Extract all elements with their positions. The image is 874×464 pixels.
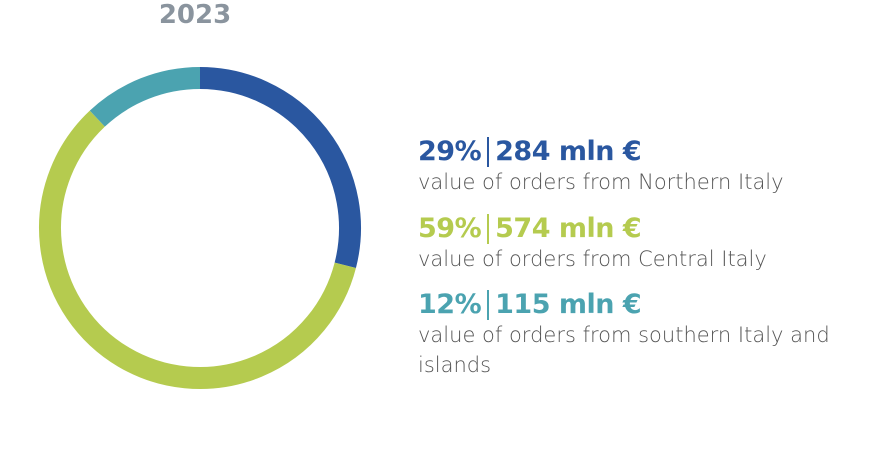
donut-segment <box>199 67 361 269</box>
legend-entry: 59% 574 mln € value of orders from Central… <box>418 213 848 274</box>
legend-heading: 59% 574 mln € <box>418 213 848 244</box>
chart-title: 2023 <box>158 0 232 30</box>
amount-label: 574 mln € <box>495 213 642 244</box>
category-label: value of orders from southern Italy and … <box>418 323 830 377</box>
percent-label: 12% <box>418 289 482 320</box>
category-label: value of orders from Northern Italy <box>418 170 784 194</box>
amount-label: 284 mln € <box>495 136 642 167</box>
separator <box>487 136 490 167</box>
legend-heading: 12% 115 mln € <box>418 289 848 320</box>
percent-label: 29% <box>418 136 482 167</box>
legend-entry: 12% 115 mln € value of orders from souther… <box>418 289 848 380</box>
amount-label: 115 mln € <box>495 289 642 320</box>
donut-segment <box>89 67 201 127</box>
separator <box>487 289 490 320</box>
separator <box>487 213 490 244</box>
legend-heading: 29% 284 mln € <box>418 136 848 167</box>
percent-label: 59% <box>418 213 482 244</box>
donut-segment <box>39 110 356 389</box>
legend-entry: 29% 284 mln € value of orders from Norther… <box>418 136 848 197</box>
category-label: value of orders from Central Italy <box>418 247 767 271</box>
